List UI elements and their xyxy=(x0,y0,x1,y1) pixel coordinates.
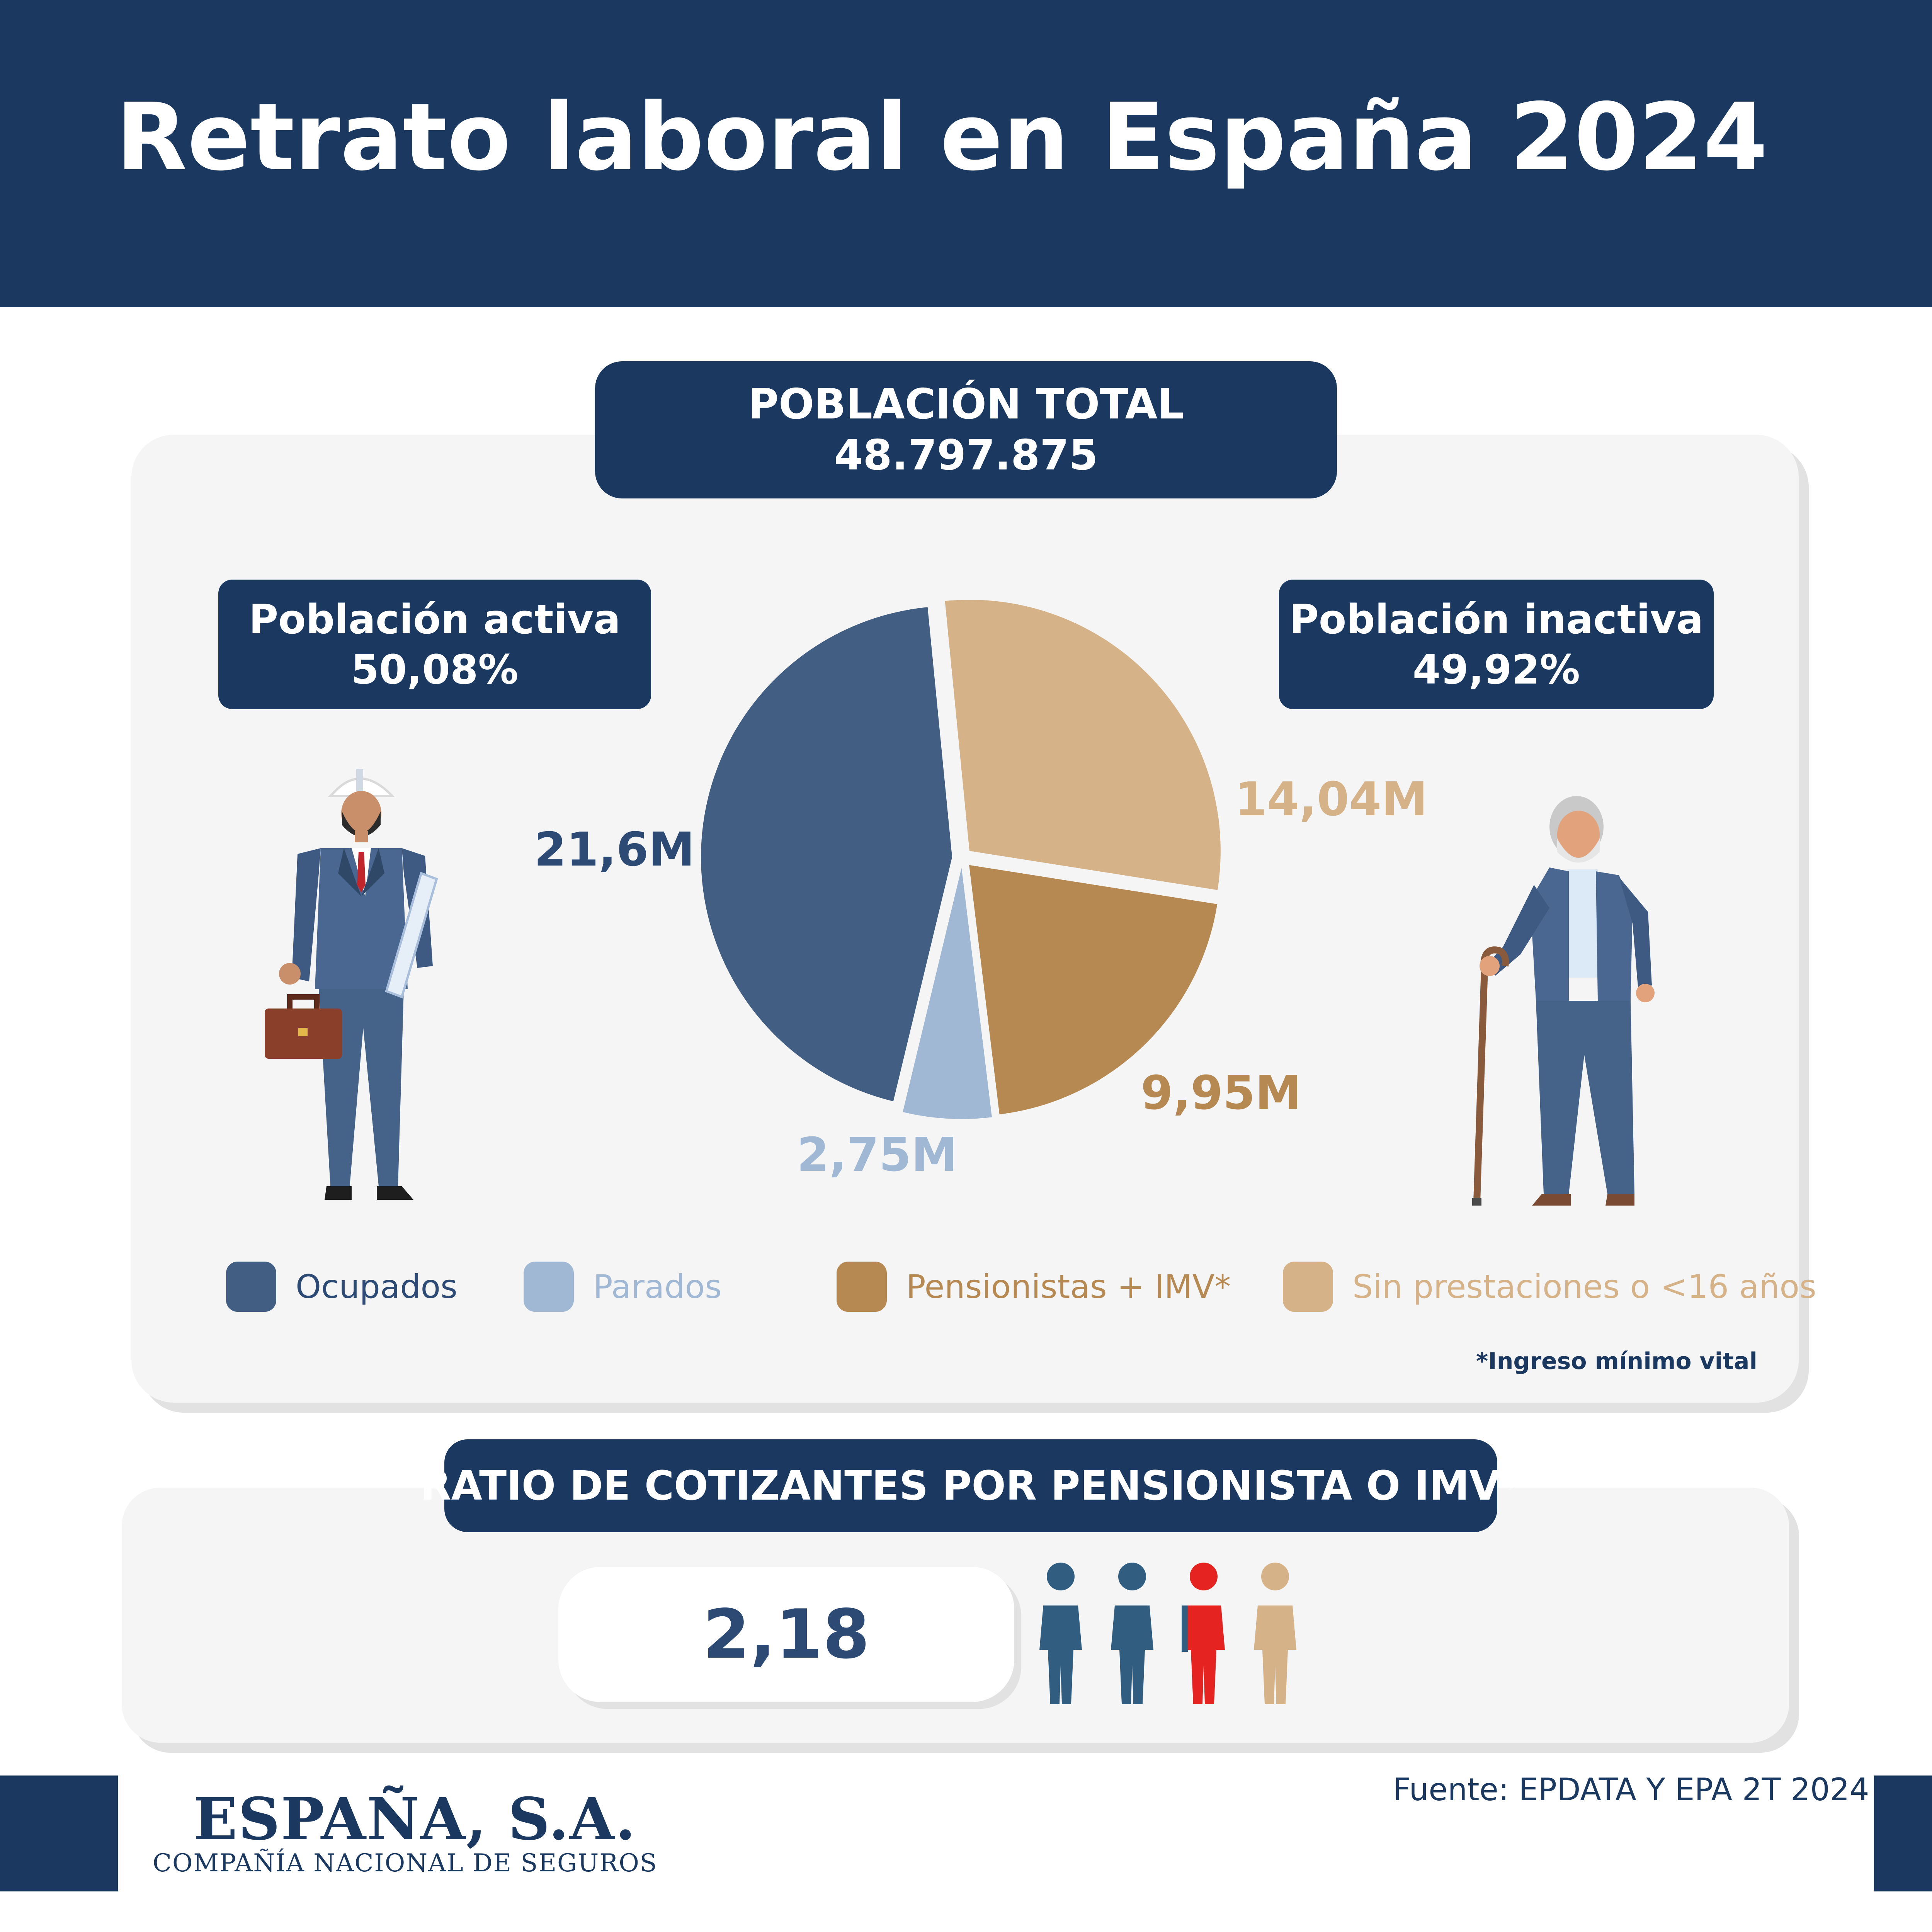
ratio-title: RATIO DE COTIZANTES POR PENSIONISTA O IM… xyxy=(420,1462,1522,1509)
inactive-population-label: Población inactiva xyxy=(1289,595,1704,643)
label-parados: 2,75M xyxy=(797,1128,957,1182)
slice-parados xyxy=(903,867,992,1119)
total-population-label: POBLACIÓN TOTAL xyxy=(748,380,1184,429)
legend-swatch-sin-prestaciones xyxy=(1283,1261,1333,1312)
population-pie-chart: 21,6M 2,75M 9,95M 14,04M xyxy=(534,600,1428,1182)
legend-item-ocupados: Ocupados xyxy=(226,1260,457,1313)
inactive-population-pill: Población inactiva 49,92% xyxy=(1279,580,1714,709)
corner-block-left xyxy=(0,1776,118,1891)
active-population-label: Población activa xyxy=(248,595,621,643)
legend-swatch-pensionistas xyxy=(837,1261,887,1312)
label-ocupados: 21,6M xyxy=(534,823,695,877)
page-title: Retrato laboral en España 2024 xyxy=(116,83,1768,191)
header-banner: Retrato laboral en España 2024 xyxy=(0,0,1932,307)
legend-item-parados: Parados xyxy=(524,1260,722,1313)
label-sin-prestaciones: 14,04M xyxy=(1235,773,1428,827)
legend-label-pensionistas: Pensionistas + IMV* xyxy=(906,1267,1231,1306)
slice-sin-prestaciones xyxy=(945,600,1221,890)
person-icon xyxy=(1039,1563,1082,1704)
legend-item-pensionistas: Pensionistas + IMV* xyxy=(837,1260,1231,1313)
label-pensionistas: 9,95M xyxy=(1141,1066,1301,1120)
legend-item-sin-prestaciones: Sin prestaciones o <16 años xyxy=(1283,1260,1816,1313)
active-population-pill: Población activa 50,08% xyxy=(218,580,651,709)
person-icon xyxy=(1254,1563,1296,1704)
legend-label-parados: Parados xyxy=(593,1267,722,1306)
ratio-title-pill: RATIO DE COTIZANTES POR PENSIONISTA O IM… xyxy=(420,1439,1521,1532)
ratio-value-box: 2,18 xyxy=(558,1567,1014,1702)
legend-label-sin-prestaciones: Sin prestaciones o <16 años xyxy=(1352,1267,1816,1306)
footnote: *Ingreso mínimo vital xyxy=(1476,1348,1757,1375)
active-population-value: 50,08% xyxy=(351,646,519,693)
elderly-man-icon xyxy=(1472,796,1655,1206)
total-population-pill: POBLACIÓN TOTAL 48.797.875 xyxy=(595,361,1337,498)
slice-ocupados xyxy=(701,607,952,1102)
legend-swatch-ocupados xyxy=(226,1261,276,1312)
person-icon xyxy=(1111,1563,1153,1704)
ratio-value: 2,18 xyxy=(703,1595,870,1674)
legend-swatch-parados xyxy=(524,1261,574,1312)
brand-name: ESPAÑA, S.A. xyxy=(193,1785,636,1853)
person-icon xyxy=(1182,1563,1225,1704)
total-population-value: 48.797.875 xyxy=(834,431,1098,480)
source-text: Fuente: EPDATA Y EPA 2T 2024 xyxy=(1393,1772,1869,1808)
brand-subtitle: COMPAÑÍA NACIONAL DE SEGUROS xyxy=(153,1849,658,1878)
ratio-people-icons xyxy=(1039,1563,1296,1704)
legend-label-ocupados: Ocupados xyxy=(296,1267,457,1306)
inactive-population-value: 49,92% xyxy=(1412,646,1580,693)
worker-icon xyxy=(265,769,438,1200)
corner-block-right xyxy=(1874,1776,1932,1891)
slice-pensionistas xyxy=(969,865,1218,1114)
